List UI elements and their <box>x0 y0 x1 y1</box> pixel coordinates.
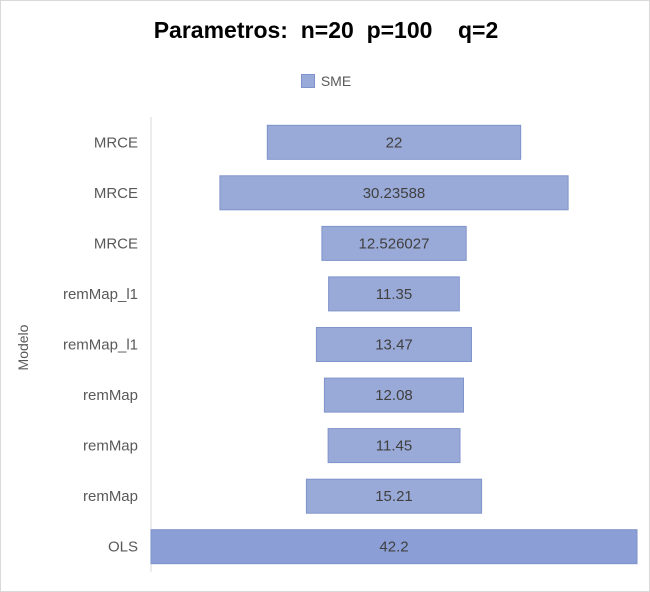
category-label: remMap <box>83 438 138 455</box>
bar <box>321 225 467 261</box>
data-label: 42.2 <box>379 539 408 556</box>
legend-label: SME <box>320 73 352 89</box>
bar <box>219 175 569 211</box>
data-label: 22 <box>386 134 403 151</box>
category-label: remMap <box>83 387 138 404</box>
bar <box>323 377 464 413</box>
category-label: remMap_l1 <box>63 337 138 354</box>
category-label: OLS <box>108 539 138 556</box>
category-label: MRCE <box>94 235 138 252</box>
chart-title: Parametros: n=20 p=100 q=2 <box>153 17 499 43</box>
data-label: 13.47 <box>375 337 413 354</box>
data-label: 11.35 <box>376 286 412 303</box>
bar <box>305 478 483 514</box>
category-label: remMap <box>83 488 138 505</box>
bar <box>266 124 522 160</box>
bar <box>315 327 472 362</box>
data-label: 12.526027 <box>359 235 430 252</box>
data-label: 30.23588 <box>363 185 426 202</box>
category-label: MRCE <box>94 185 138 202</box>
category-label: remMap_l1 <box>63 286 138 303</box>
bar <box>327 428 461 464</box>
legend-swatch <box>300 74 315 88</box>
category-label: MRCE <box>94 134 138 151</box>
bar <box>150 529 638 565</box>
chart-legend: SME <box>1 73 650 89</box>
data-label: 11.45 <box>376 438 412 455</box>
data-label: 12.08 <box>375 387 413 404</box>
y-axis-title: Modelo <box>15 324 31 370</box>
data-label: 15.21 <box>375 488 413 505</box>
bar <box>328 276 460 312</box>
